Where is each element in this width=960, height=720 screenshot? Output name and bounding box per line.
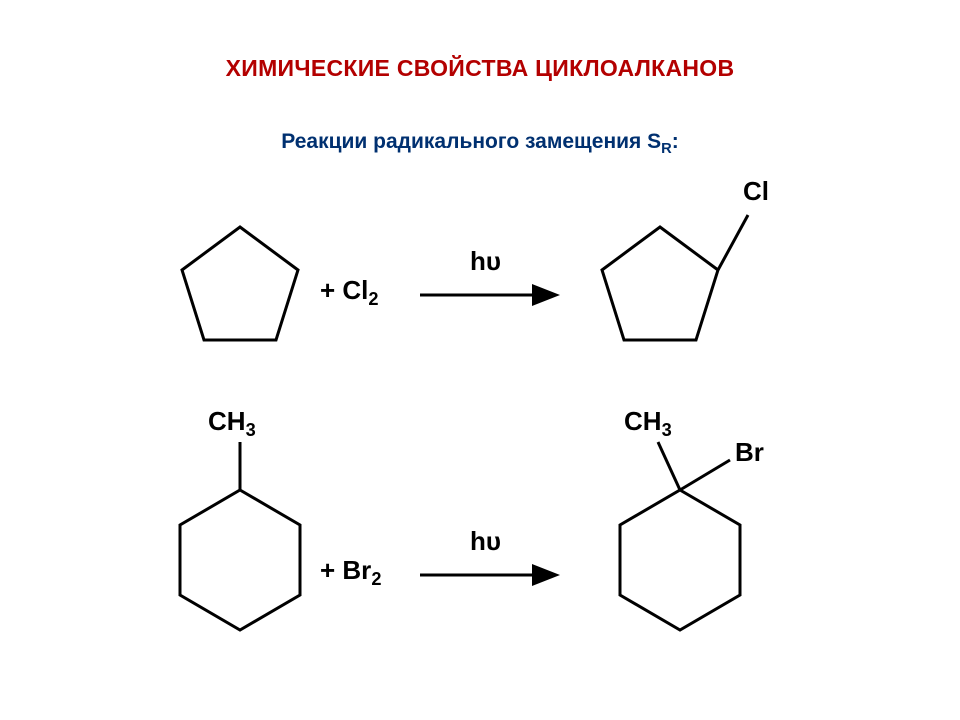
cyclopentane-reactant [170, 215, 310, 355]
cl-text: Cl [743, 176, 769, 206]
prod-ch3-sub: 3 [662, 420, 672, 440]
subtitle-sub: R [661, 141, 672, 157]
reagent-br2-sub: 2 [371, 569, 381, 589]
product-cl-label: Cl [743, 176, 769, 207]
reagent-br2: + Br2 [320, 555, 381, 590]
reagent-cl2-sub: 2 [368, 289, 378, 309]
arrow1-label-text: hυ [470, 246, 501, 276]
reagent-cl2-prefix: + Cl [320, 275, 368, 305]
product-br-label: Br [735, 437, 764, 468]
subtitle-prefix: Реакции радикального замещения S [281, 130, 661, 153]
ch3-sub: 3 [246, 420, 256, 440]
reagent-br2-prefix: + Br [320, 555, 371, 585]
br-text: Br [735, 437, 764, 467]
reaction1-arrow-label: hυ [470, 246, 501, 277]
reagent-cl2: + Cl2 [320, 275, 379, 310]
reaction2-arrow [420, 560, 560, 590]
page-root: ХИМИЧЕСКИЕ СВОЙСТВА ЦИКЛОАЛКАНОВ Реакции… [0, 0, 960, 720]
bromo-methyl-cyclohexane-product [610, 470, 770, 650]
ch3-prefix: CH [208, 406, 246, 436]
reactant-ch3-label: CH3 [208, 406, 256, 441]
subtitle-suffix: : [672, 130, 679, 153]
methylcyclohexane-reactant [170, 470, 320, 650]
title-text: ХИМИЧЕСКИЕ СВОЙСТВА ЦИКЛОАЛКАНОВ [226, 55, 735, 81]
prod-ch3-prefix: CH [624, 406, 662, 436]
chlorocyclopentane-product [590, 215, 740, 365]
subtitle: Реакции радикального замещения SR: [0, 130, 960, 157]
reaction1-arrow [420, 280, 560, 310]
arrow2-label-text: hυ [470, 526, 501, 556]
main-title: ХИМИЧЕСКИЕ СВОЙСТВА ЦИКЛОАЛКАНОВ [0, 55, 960, 82]
reaction2-arrow-label: hυ [470, 526, 501, 557]
product-ch3-label: CH3 [624, 406, 672, 441]
